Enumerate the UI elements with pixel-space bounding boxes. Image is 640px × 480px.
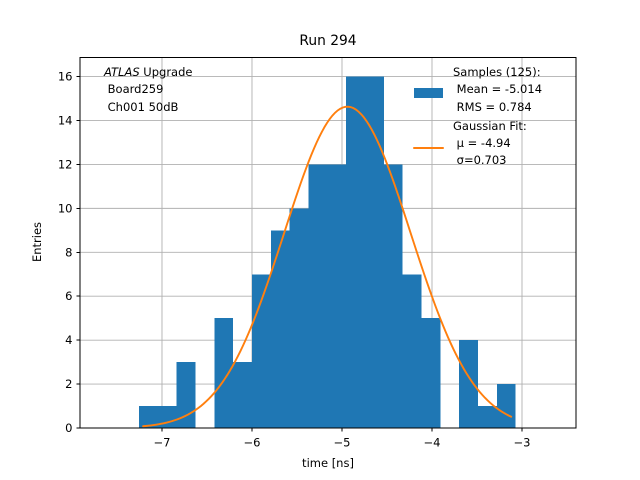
y-tick-label: 0 [65, 421, 72, 435]
annotation-atlas-text: ATLAS [104, 65, 140, 79]
legend-rms-value: RMS = 0.784 [453, 99, 532, 114]
y-tick-label: 4 [65, 333, 72, 347]
y-tick-label: 2 [65, 377, 72, 391]
histogram-bar [289, 208, 309, 428]
histogram-bar [364, 76, 384, 428]
y-tick-label: 14 [58, 114, 73, 128]
histogram-bar [233, 362, 252, 428]
y-tick-label: 16 [58, 70, 73, 84]
histogram-legend-swatch [414, 88, 443, 98]
y-tick-label: 12 [58, 157, 73, 171]
histogram-bar [176, 362, 196, 428]
y-tick-label: 8 [65, 245, 72, 259]
histogram-bar [138, 406, 158, 428]
histogram-bar [270, 230, 290, 428]
x-axis-label: time [ns] [302, 456, 354, 470]
legend-samples-text: Samples (125): Mean = -5.014 RMS = 0.784 [453, 64, 542, 116]
histogram-bar [459, 340, 478, 428]
histogram-bar [327, 164, 347, 428]
annotation-line-1: ATLAS Upgrade [104, 64, 192, 81]
annotation-upgrade-text: Upgrade [139, 65, 193, 79]
legend-sigma-value: σ=0.703 [453, 153, 507, 168]
annotation-channel-text: Ch001 50dB [104, 99, 179, 114]
y-tick-label: 10 [58, 201, 73, 215]
histogram-bar [214, 318, 234, 428]
legend-samples-header: Samples (125): [453, 65, 541, 79]
fit-legend-line [413, 146, 444, 150]
legend-mu-value: μ = -4.94 [453, 136, 511, 151]
x-tick-label: −4 [424, 436, 441, 450]
legend-fit-header: Gaussian Fit: [453, 118, 527, 133]
tick-labels: −7 −6 −5 −4 −3 0 2 4 6 8 10 12 14 16 [58, 70, 531, 450]
histogram-bar [157, 406, 177, 428]
x-tick-label: −6 [244, 436, 261, 450]
histogram-bar [346, 76, 365, 428]
histogram-bar [496, 384, 516, 428]
legend: Samples (125): Mean = -5.014 RMS = 0.784… [405, 64, 542, 170]
plot-annotation: ATLAS Upgrade Board259 Ch001 50dB [104, 64, 192, 116]
histogram-bar [308, 164, 328, 428]
histogram-bar [477, 406, 497, 428]
histogram-bar [421, 318, 441, 428]
legend-entry-fit: Gaussian Fit: μ = -4.94 σ=0.703 [405, 118, 542, 170]
gaussian-fit-curve [142, 105, 513, 428]
annotation-board-text: Board259 [104, 82, 164, 97]
legend-mean-value: Mean = -5.014 [453, 82, 543, 97]
histogram-bar [383, 164, 403, 428]
y-tick-label: 6 [65, 289, 72, 303]
legend-fit-text: Gaussian Fit: μ = -4.94 σ=0.703 [453, 118, 542, 170]
y-axis-label: Entries [30, 221, 44, 263]
x-tick-label: −5 [334, 436, 351, 450]
legend-entry-samples: Samples (125): Mean = -5.014 RMS = 0.784 [405, 64, 542, 116]
chart-title: Run 294 [299, 33, 357, 49]
x-tick-label: −7 [154, 436, 171, 450]
x-tick-label: −3 [514, 436, 531, 450]
histogram-bar [402, 274, 422, 428]
axes-frame [79, 57, 577, 429]
axis-ticks [76, 76, 523, 432]
histogram-bar [251, 274, 271, 428]
